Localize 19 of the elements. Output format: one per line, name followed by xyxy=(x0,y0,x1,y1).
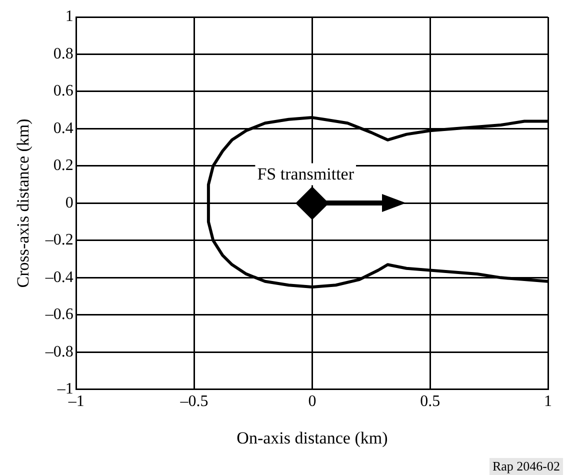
y-tick-label: 0.2 xyxy=(53,157,74,174)
y-tick-label: 0.6 xyxy=(53,82,74,100)
y-tick-label: –0.6 xyxy=(44,306,74,324)
annotation: FS transmitter xyxy=(257,164,354,184)
x-tick-label: 0 xyxy=(308,393,316,410)
y-tick-label: 0 xyxy=(65,194,74,212)
x-tick-label: 0.5 xyxy=(420,393,440,410)
y-axis-title: Cross-axis distance (km) xyxy=(14,118,33,288)
y-tick-label: 1 xyxy=(65,8,74,26)
y-tick-label: –0.8 xyxy=(44,343,74,360)
y-tick-label: –0.2 xyxy=(44,232,74,249)
x-tick-label: –0.5 xyxy=(179,393,208,410)
y-tick-label: 0.8 xyxy=(53,45,74,62)
y-tick-label: –1 xyxy=(56,380,74,398)
text: Rap 2046-02 xyxy=(492,458,560,474)
y-tick-label: 0.4 xyxy=(53,120,74,137)
x-tick-label: 1 xyxy=(544,393,552,410)
x-axis-title: On-axis distance (km) xyxy=(236,428,388,448)
y-tick-label: –0.4 xyxy=(44,268,74,286)
